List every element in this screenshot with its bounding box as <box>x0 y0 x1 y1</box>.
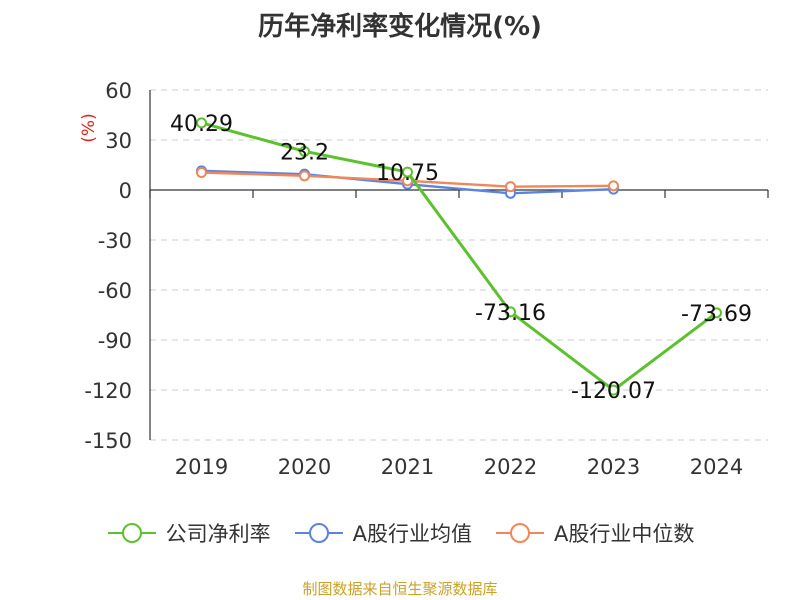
y-tick-label: -120 <box>84 379 132 403</box>
legend-label-a-share-median: A股行业中位数 <box>554 522 695 546</box>
legend: 公司净利率 A股行业均值 A股行业中位数 <box>0 518 800 548</box>
series-point <box>608 384 619 396</box>
y-tick-label: 60 <box>105 79 132 103</box>
y-axis-unit-label: (%) <box>79 113 99 142</box>
data-label: 40.29 <box>170 112 233 137</box>
series-point <box>505 181 516 193</box>
x-tick-label: 2022 <box>484 455 537 479</box>
x-tick-label: 2024 <box>690 455 743 479</box>
y-tick-label: -150 <box>84 429 132 453</box>
x-tick-label: 2023 <box>587 455 640 479</box>
series-point <box>299 170 310 182</box>
data-label: -73.16 <box>475 301 546 326</box>
y-tick-label: -30 <box>98 229 132 253</box>
series-point <box>711 307 722 319</box>
data-label: 10.75 <box>376 161 439 186</box>
legend-item-a-share-avg[interactable]: A股行业均值 <box>293 518 472 548</box>
x-tick-label: 2021 <box>381 455 434 479</box>
source-note: 制图数据来自恒生聚源数据库 <box>302 580 498 598</box>
legend-label-a-share-avg: A股行业均值 <box>352 522 472 546</box>
series-line <box>201 121 718 392</box>
y-tick-label: -90 <box>98 329 132 353</box>
legend-label-company: 公司净利率 <box>165 522 271 546</box>
series-lines <box>196 117 722 396</box>
legend-marker-a-share-avg <box>294 523 343 543</box>
x-tick-label: 2019 <box>175 455 228 479</box>
legend-marker-company <box>107 523 156 543</box>
axes: 60 30 0 -30 -60 -90 -120 -150 (%) 2019 2020 2021 202… <box>79 79 769 479</box>
x-tick-label: 2020 <box>278 455 331 479</box>
y-tick-label: 0 <box>119 179 132 203</box>
legend-item-company[interactable]: 公司净利率 <box>106 518 271 548</box>
data-label: 23.2 <box>280 140 329 165</box>
data-label: -120.07 <box>571 379 656 404</box>
grid-lines <box>150 89 768 441</box>
series-point <box>608 180 619 192</box>
series-point <box>196 167 207 178</box>
chart-title: 历年净利率变化情况(%) <box>258 12 542 42</box>
data-label: -73.69 <box>681 302 752 327</box>
series-point <box>299 145 310 157</box>
series-point <box>505 306 516 318</box>
series-point <box>196 117 207 129</box>
legend-marker-a-share-median <box>496 523 544 543</box>
legend-item-a-share-median[interactable]: A股行业中位数 <box>494 518 694 548</box>
y-tick-label: -60 <box>98 279 132 303</box>
data-labels: 40.29 23.2 10.75 -73.16 -120.07 -73.69 <box>170 112 752 404</box>
series-point <box>402 166 413 178</box>
y-tick-label: 30 <box>105 129 132 153</box>
